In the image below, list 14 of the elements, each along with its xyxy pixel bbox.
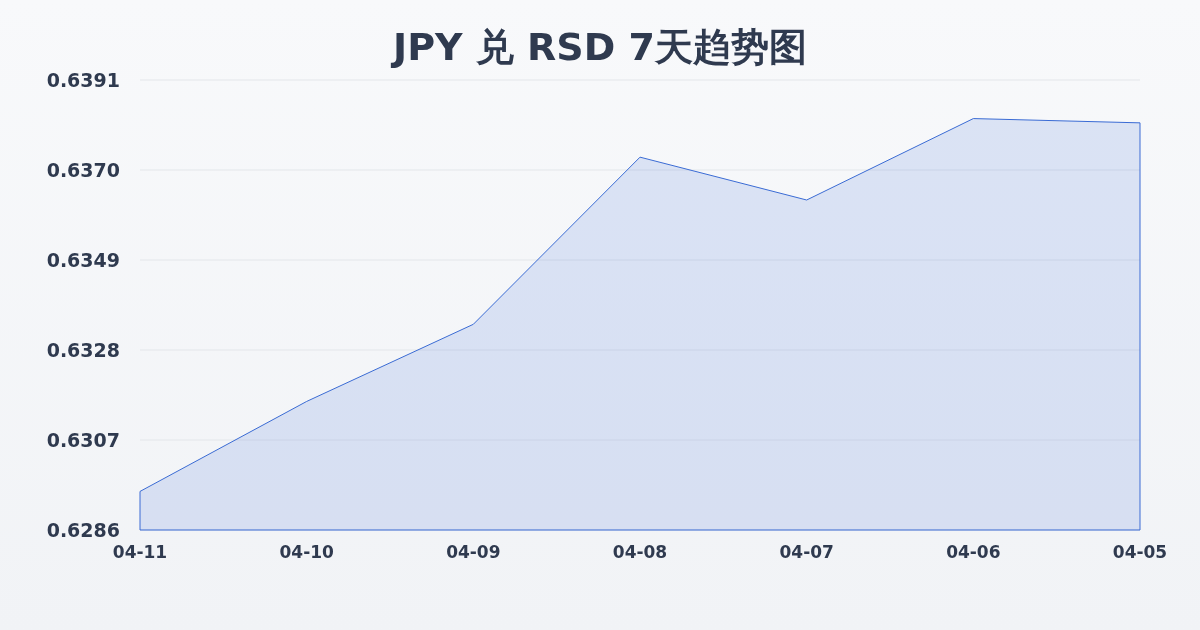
y-tick-label: 0.6307: [46, 429, 120, 451]
x-tick-label: 04-05: [1112, 542, 1168, 562]
x-tick-label: 04-11: [112, 542, 168, 562]
y-tick-label: 0.6328: [46, 339, 120, 361]
x-tick-label: 04-08: [612, 542, 668, 562]
x-tick-label: 04-09: [446, 542, 501, 562]
y-tick-label: 0.6391: [46, 69, 120, 91]
chart-title: JPY 兑 RSD 7天趋势图: [390, 25, 807, 69]
x-tick-label: 04-06: [946, 542, 1001, 562]
y-tick-label: 0.6349: [46, 249, 120, 271]
x-tick-label: 04-07: [779, 542, 834, 562]
x-tick-label: 04-10: [279, 542, 335, 562]
y-tick-label: 0.6286: [46, 519, 120, 541]
y-tick-label: 0.6370: [46, 159, 120, 181]
